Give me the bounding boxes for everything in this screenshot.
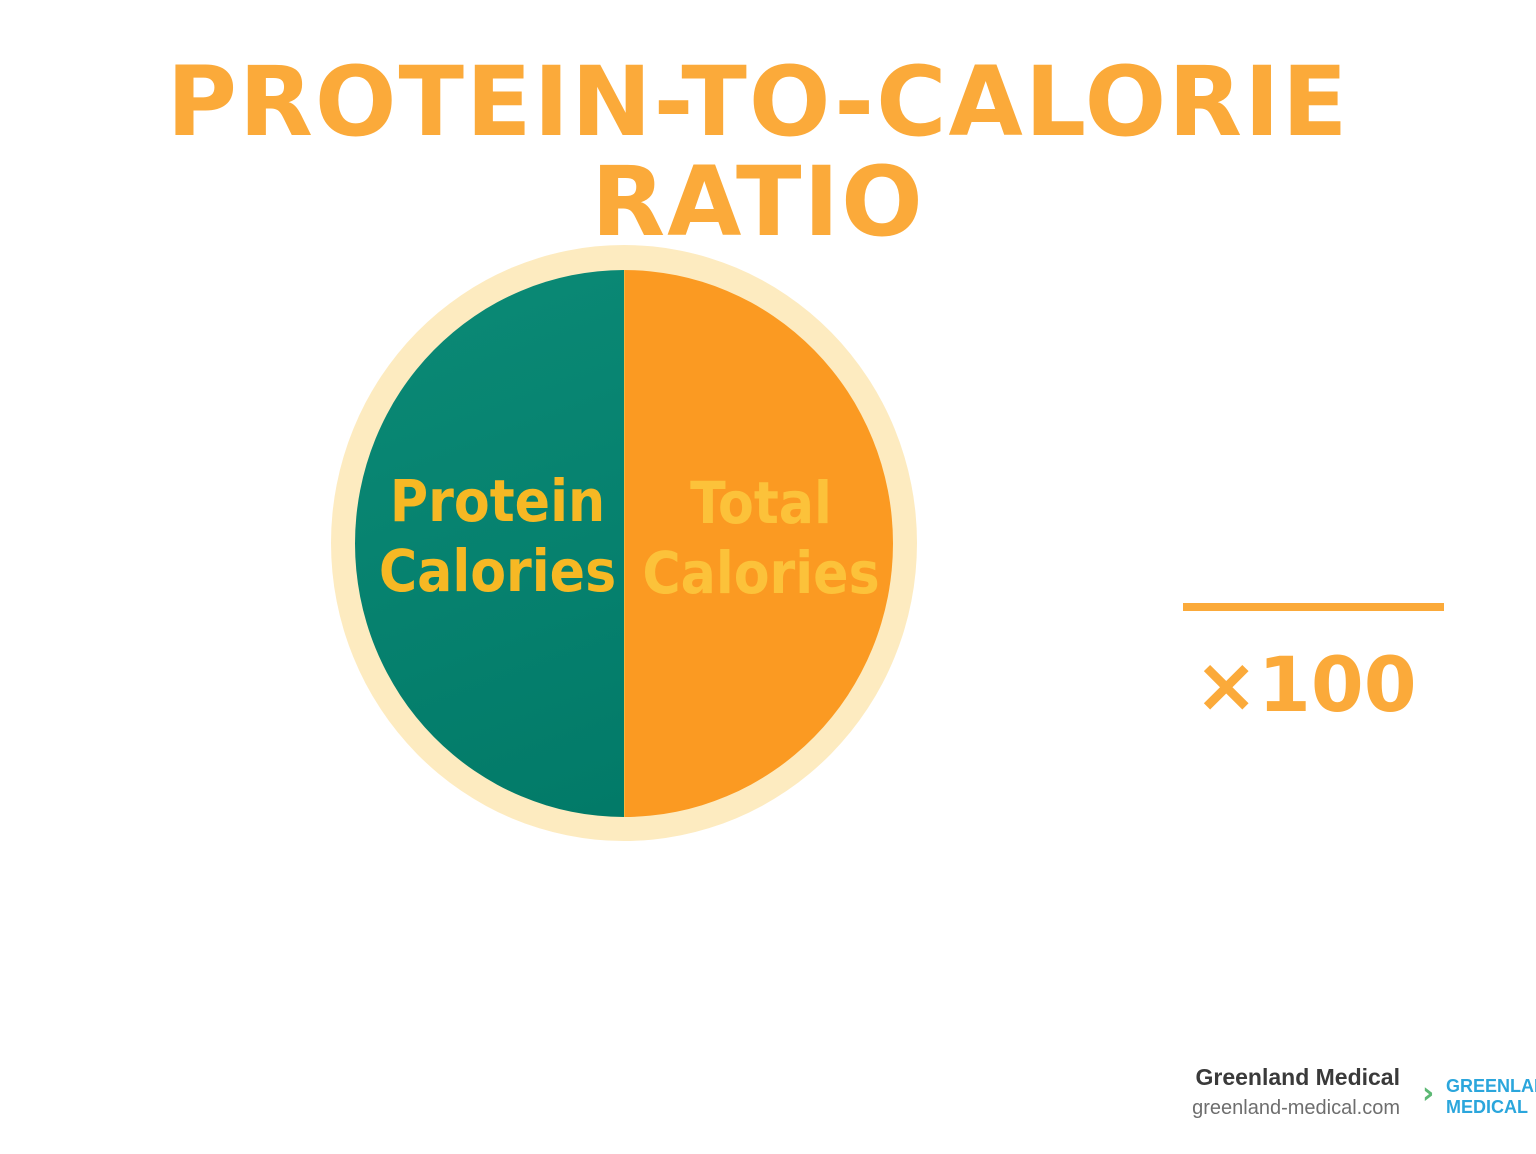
fraction-bar: [1183, 603, 1444, 611]
ratio-circle: [355, 270, 893, 817]
total-calories-half: [624, 270, 893, 817]
protein-calories-label: Protein Calories: [375, 466, 620, 606]
total-calories-label: Total Calories: [632, 468, 890, 608]
total-label-line1: Total: [690, 469, 832, 537]
logo-line1: GREENLAND: [1446, 1076, 1536, 1096]
logo-line2: MEDICAL: [1446, 1097, 1528, 1117]
brand-name: Greenland Medical: [1195, 1064, 1400, 1090]
chevron-right-icon: ›: [1422, 1076, 1435, 1111]
multiplier-text: ×100: [1194, 640, 1417, 729]
brand-logo: GREENLAND MEDICAL: [1446, 1076, 1536, 1118]
brand-url: greenland-medical.com: [1192, 1097, 1400, 1119]
protein-calories-half: [355, 270, 624, 817]
page-title: PROTEIN-TO-CALORIE RATIO: [166, 46, 1350, 258]
protein-label-line1: Protein: [389, 467, 606, 535]
total-label-line2: Calories: [642, 539, 880, 607]
protein-label-line2: Calories: [378, 537, 617, 605]
